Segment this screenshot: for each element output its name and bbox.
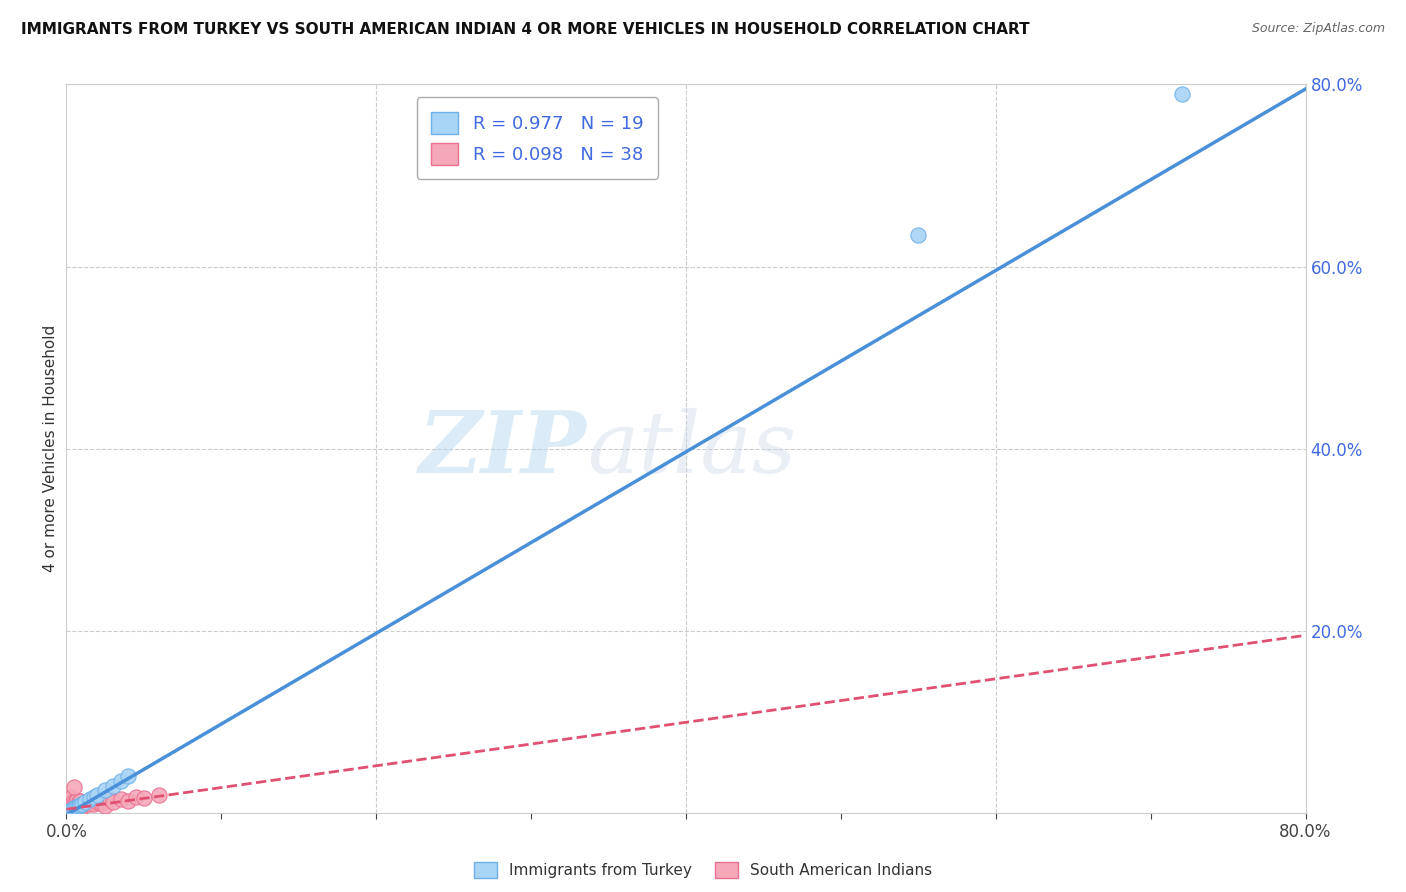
Point [83, 797, 105, 811]
Point [60, 802, 83, 816]
Point [67, 795, 90, 809]
Text: Source: ZipAtlas.com: Source: ZipAtlas.com [1251, 22, 1385, 36]
Point [62, 801, 84, 815]
Point [73, 795, 96, 809]
Point [77, 795, 100, 809]
Point [69, 794, 91, 808]
Point [66, 800, 89, 814]
Point [117, 769, 139, 783]
Point [79, 797, 101, 811]
Point [66, 799, 89, 814]
Point [73, 797, 96, 811]
Point [72, 797, 94, 811]
Point [69, 797, 91, 812]
Point [63, 802, 86, 816]
Point [70, 797, 93, 811]
Point [83, 789, 105, 804]
Point [101, 795, 124, 809]
Point [65, 800, 87, 814]
Point [56, 804, 79, 818]
Point [63, 801, 86, 815]
Point [66, 793, 89, 807]
Point [117, 794, 139, 808]
Point [58, 803, 80, 817]
Point [70, 799, 93, 814]
Point [110, 792, 132, 806]
Text: IMMIGRANTS FROM TURKEY VS SOUTH AMERICAN INDIAN 4 OR MORE VEHICLES IN HOUSEHOLD : IMMIGRANTS FROM TURKEY VS SOUTH AMERICAN… [21, 22, 1029, 37]
Point [60, 797, 83, 812]
Point [125, 789, 148, 804]
Point [86, 795, 108, 809]
Point [60, 803, 83, 817]
Point [62, 802, 84, 816]
Y-axis label: 4 or more Vehicles in Household: 4 or more Vehicles in Household [44, 325, 58, 573]
Legend: R = 0.977   N = 19, R = 0.098   N = 38: R = 0.977 N = 19, R = 0.098 N = 38 [416, 97, 658, 179]
Text: atlas: atlas [586, 408, 796, 490]
Point [56, 797, 79, 811]
Point [65, 800, 87, 814]
Text: ZIP: ZIP [419, 407, 586, 491]
Point [69, 800, 91, 814]
Point [67, 801, 90, 815]
Point [98, 792, 121, 806]
Point [148, 788, 170, 802]
Point [63, 780, 86, 795]
Point [89, 796, 111, 810]
Point [94, 798, 117, 813]
Point [58, 798, 80, 813]
Point [132, 791, 155, 805]
Point [907, 227, 929, 242]
Legend: Immigrants from Turkey, South American Indians: Immigrants from Turkey, South American I… [468, 856, 938, 884]
Point [58, 804, 80, 818]
Point [86, 788, 108, 802]
Point [1170, 87, 1192, 101]
Point [65, 794, 87, 808]
Point [63, 797, 86, 811]
Point [60, 789, 83, 804]
Point [94, 783, 117, 797]
Point [62, 795, 84, 809]
Point [76, 796, 98, 810]
Point [110, 774, 132, 789]
Point [80, 794, 103, 808]
Point [101, 779, 124, 793]
Point [67, 798, 90, 813]
Point [58, 792, 80, 806]
Point [79, 792, 101, 806]
